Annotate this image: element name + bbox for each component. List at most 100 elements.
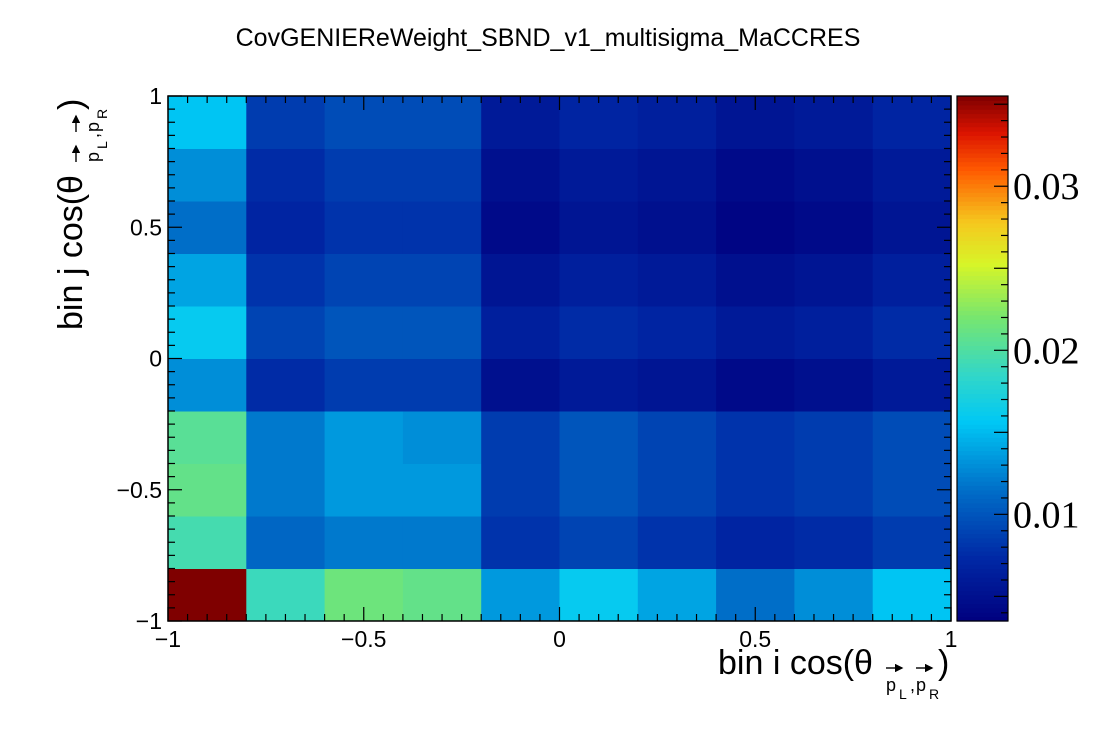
color-scale-step xyxy=(957,319,1008,325)
y-tick-label: 1 xyxy=(149,83,162,109)
color-scale-step xyxy=(957,314,1008,320)
heatmap-cell-8-1 xyxy=(794,516,874,569)
color-scale-step xyxy=(957,529,1008,535)
heatmap-cell-0-4 xyxy=(168,358,247,412)
color-scale-step xyxy=(957,607,1008,613)
x-axis-title-sub2: p xyxy=(916,675,926,695)
y-axis-title-main: bin j cos(θ xyxy=(52,175,90,330)
heatmap-cell-4-3 xyxy=(481,411,560,464)
color-scale-step xyxy=(957,380,1008,386)
color-scale-step xyxy=(957,100,1008,106)
heatmap-cell-9-1 xyxy=(872,516,952,569)
heatmap-cell-5-6 xyxy=(559,253,639,307)
heatmap-cell-5-7 xyxy=(559,201,639,254)
color-scale-step xyxy=(957,489,1008,495)
heatmap-cell-4-8 xyxy=(481,148,560,202)
color-scale-step xyxy=(957,323,1008,329)
color-scale-step xyxy=(957,209,1008,215)
x-axis-title-main: bin i cos(θ xyxy=(718,644,873,682)
color-scale-step xyxy=(957,498,1008,504)
color-scale-step xyxy=(957,516,1008,521)
heatmap-cell-4-5 xyxy=(481,306,560,359)
heatmap-cell-5-3 xyxy=(559,411,639,464)
heatmap-cell-2-8 xyxy=(324,148,404,202)
color-scale-step xyxy=(957,524,1008,530)
color-scale-step xyxy=(957,371,1008,377)
heatmap-cell-3-3 xyxy=(402,411,482,464)
heatmap-cell-8-8 xyxy=(794,148,874,202)
color-scale-step xyxy=(957,253,1008,259)
color-scale-step xyxy=(957,122,1008,128)
heatmap-cell-7-4 xyxy=(716,358,795,412)
color-scale-step xyxy=(957,109,1008,115)
color-scale-step xyxy=(957,301,1008,307)
color-scale-step xyxy=(957,222,1008,228)
heatmap-cell-0-9 xyxy=(168,96,247,149)
color-scale-step xyxy=(957,349,1008,355)
heatmap-cell-9-5 xyxy=(872,306,952,359)
color-scale-step xyxy=(957,240,1008,246)
heatmap-cell-8-2 xyxy=(794,463,874,517)
color-scale-step xyxy=(957,520,1008,526)
color-scale-frame xyxy=(956,95,1009,622)
x-tick-label: −0.5 xyxy=(341,626,386,652)
color-scale-step xyxy=(957,467,1008,473)
color-scale-step xyxy=(957,297,1008,303)
x-tick-label: −1 xyxy=(155,626,181,652)
heatmap-cell-5-9 xyxy=(559,96,639,149)
heatmap-cell-1-9 xyxy=(246,96,326,149)
color-scale-step xyxy=(957,459,1008,465)
heatmap-cell-6-0 xyxy=(637,568,717,622)
color-scale-step xyxy=(957,546,1008,552)
heatmap-cell-3-0 xyxy=(402,568,482,622)
y-axis-title-sub1-sub: L xyxy=(94,141,110,149)
heatmap-cell-6-3 xyxy=(637,411,717,464)
color-scale-step xyxy=(957,236,1008,241)
heatmap-cell-6-5 xyxy=(637,306,717,359)
y-tick-label: −0.5 xyxy=(117,477,162,503)
y-axis-title-sub2: p xyxy=(83,122,103,132)
color-scale-step xyxy=(957,507,1008,513)
heatmap-cell-1-1 xyxy=(246,516,326,569)
heatmap-cell-7-1 xyxy=(716,516,795,569)
color-scale-step xyxy=(957,231,1008,237)
color-scale-step xyxy=(957,166,1008,171)
color-scale-step xyxy=(957,332,1008,338)
heatmap-cell-5-4 xyxy=(559,358,639,412)
color-scale-step xyxy=(957,599,1008,605)
y-axis-title-sub2-sub: R xyxy=(94,109,110,119)
heatmap-cell-3-9 xyxy=(402,96,482,149)
heatmap-cell-5-0 xyxy=(559,568,639,622)
color-scale-step xyxy=(957,393,1008,399)
color-scale-bar xyxy=(957,96,1008,622)
heatmap-cell-0-8 xyxy=(168,148,247,202)
color-scale-step xyxy=(957,476,1008,482)
axis-tick-labels: −1 −0.5 0 0.5 1 −1 −0.5 0 0.5 1 xyxy=(117,83,958,652)
color-scale-step xyxy=(957,187,1008,193)
color-scale-step xyxy=(957,376,1008,381)
color-scale-step xyxy=(957,415,1008,421)
color-scale-step xyxy=(957,572,1008,578)
y-axis-title: bin j cos(θ p L , p R ) xyxy=(52,99,110,330)
color-scale-step xyxy=(957,288,1008,294)
heatmap-cell-6-4 xyxy=(637,358,717,412)
heatmap-cell-4-6 xyxy=(481,253,560,307)
color-scale-step xyxy=(957,157,1008,163)
heatmap-cell-8-3 xyxy=(794,411,874,464)
color-scale-step xyxy=(957,152,1008,158)
color-scale-step xyxy=(957,170,1008,176)
color-scale-step xyxy=(957,144,1008,150)
heatmap-cell-8-9 xyxy=(794,96,874,149)
heatmap-cell-4-2 xyxy=(481,463,560,517)
color-scale-step xyxy=(957,437,1008,443)
heatmap-cell-8-6 xyxy=(794,253,874,307)
heatmap-cell-1-5 xyxy=(246,306,326,359)
color-scale-step xyxy=(957,446,1008,451)
color-scale-step xyxy=(957,126,1008,132)
color-scale-step xyxy=(957,205,1008,211)
heatmap-cell-6-8 xyxy=(637,148,717,202)
color-scale-step xyxy=(957,384,1008,390)
color-scale-step xyxy=(957,139,1008,145)
heatmap-cell-0-3 xyxy=(168,411,247,464)
color-scale-step xyxy=(957,428,1008,434)
